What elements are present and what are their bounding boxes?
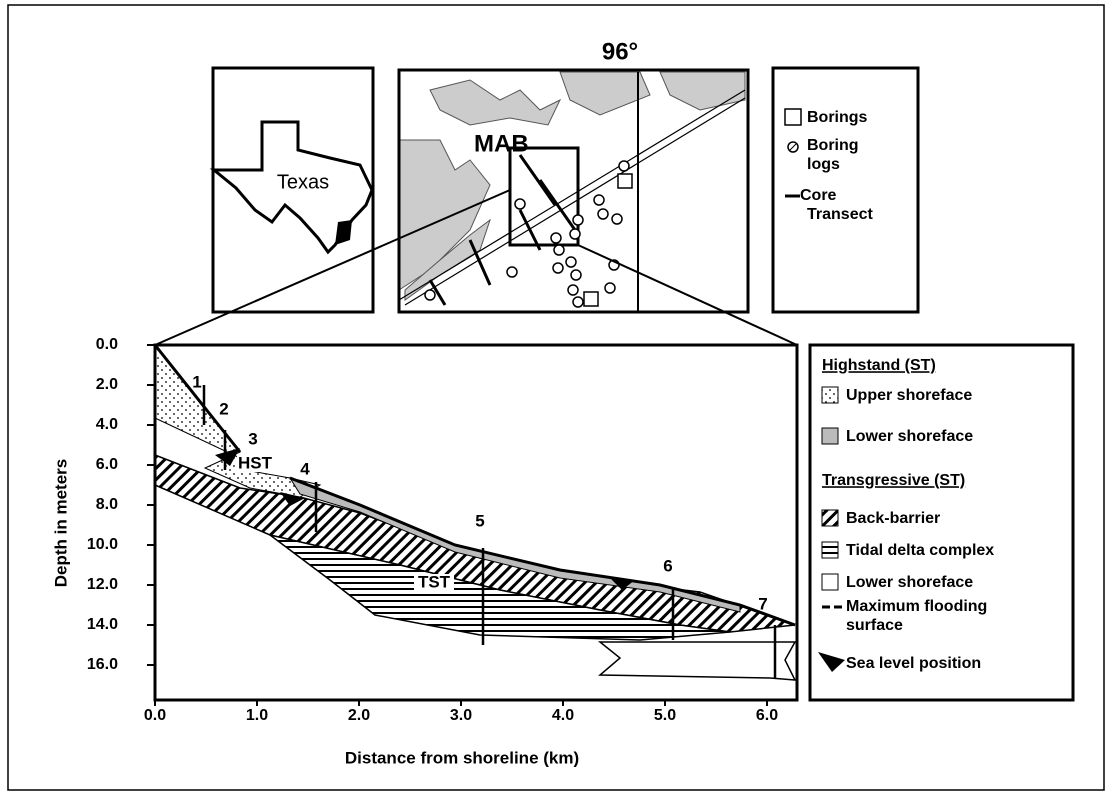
map-legend: Borings Boring logs Core Transect [773,68,918,312]
x-tick-label: 1.0 [246,707,268,724]
y-tick-label: 10.0 [87,536,118,553]
legend-item: Maximum flooding [846,598,987,615]
core-label: 2 [219,399,228,418]
y-tick-label: 8.0 [96,496,118,513]
site-map: 96° MAB [399,38,748,312]
unit-label: TST [418,572,451,591]
y-tick-label: 14.0 [87,616,118,633]
legend-item: Boring [807,137,859,154]
legend-header: Highstand (ST) [822,357,936,374]
section-legend: Highstand (ST) Upper shoreface Lower sho… [810,345,1073,700]
y-tick-label: 6.0 [96,456,118,473]
y-tick-label: 12.0 [87,576,118,593]
legend-item: logs [807,156,840,173]
x-tick-label: 4.0 [552,707,574,724]
legend-item: Tidal delta complex [846,542,994,559]
legend-item: Lower shoreface [846,428,973,445]
core-label: 7 [758,594,767,613]
legend-item: Transect [807,206,873,223]
area-label: MAB [474,130,529,157]
unit-label: HST [238,453,273,472]
y-axis-label: Depth in meters [51,459,70,587]
legend-item: Core [800,187,837,204]
legend-item: Sea level position [846,655,981,672]
longitude-label: 96° [602,38,638,65]
legend-item: surface [846,617,903,634]
y-tick-label: 0.0 [96,336,118,353]
state-label: Texas [277,171,329,193]
legend-item: Borings [807,109,868,126]
legend-item: Upper shoreface [846,387,972,404]
y-tick-label: 2.0 [96,376,118,393]
x-tick-label: 5.0 [654,707,676,724]
cross-section: 1 2 3 4 5 6 7 HST TST 0.0 2.0 4.0 6.0 8.0 10.… [51,336,797,767]
core-label: 1 [192,372,201,391]
core-label: 5 [475,511,484,530]
x-axis-label: Distance from shoreline (km) [345,748,579,767]
x-tick-label: 6.0 [756,707,778,724]
legend-item: Back-barrier [846,510,940,527]
y-tick-label: 4.0 [96,416,118,433]
x-tick-label: 2.0 [348,707,370,724]
legend-header: Transgressive (ST) [822,472,965,489]
x-tick-label: 3.0 [450,707,472,724]
figure: Texas 96° MAB Borings Boring logs Core T… [0,0,1113,799]
legend-item: Lower shoreface [846,574,973,591]
core-label: 6 [663,556,672,575]
y-tick-label: 16.0 [87,656,118,673]
index-map: Texas [213,68,373,312]
core-label: 4 [300,459,310,478]
core-label: 3 [248,429,257,448]
x-tick-label: 0.0 [144,707,166,724]
